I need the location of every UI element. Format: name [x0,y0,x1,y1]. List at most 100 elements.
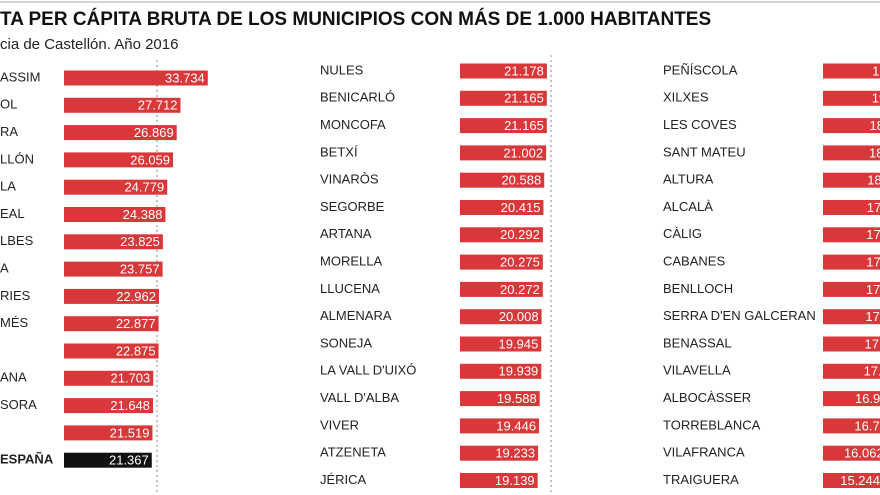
category-label: LES COVES [663,117,737,132]
value-label: 15.244 [840,473,880,488]
bar [64,343,159,359]
value-label: 20.415 [501,200,541,215]
value-label: 19.939 [499,364,539,379]
bar [460,363,542,379]
category-label: RA [0,124,18,139]
bar [460,391,540,407]
value-label: 20.588 [501,173,541,188]
bar [823,473,880,488]
bar [460,63,547,79]
value-label: 16.90 [855,391,880,406]
value-label: 22.875 [116,343,156,358]
bar [64,261,163,277]
bar [460,118,547,134]
bar [64,452,152,468]
value-label: 22.962 [116,289,156,304]
bar [64,152,174,168]
bar [823,172,880,188]
bar [823,445,880,461]
category-label: JÉRICA [320,472,367,487]
value-label: 19.139 [495,473,535,488]
bar [64,97,181,113]
category-label: NULES [320,62,364,77]
bar [64,370,154,386]
value-label: 20.272 [500,282,540,297]
value-label: 17.8 [866,255,880,270]
bar [823,118,880,134]
value-label: 21.178 [504,63,544,78]
value-label: 18.0 [867,173,880,188]
bar [460,473,538,488]
category-label: VILAFRANCA [663,445,745,460]
value-label: 16.062 [844,446,880,461]
value-label: 21.165 [504,118,544,133]
bar [64,398,154,414]
category-label: VINARÒS [320,172,379,187]
value-label: 24.779 [124,180,164,195]
bar [460,227,543,243]
bar [823,254,880,270]
bar [460,145,547,161]
bar [460,336,542,352]
category-label: SEGORBE [320,199,385,214]
value-label: 20.275 [500,255,540,270]
category-label: PEÑÍSCOLA [663,62,738,77]
value-label: 17.6 [865,309,880,324]
bar [460,309,542,325]
bar [823,309,880,325]
value-label: 17.8 [866,227,880,242]
bar [64,207,166,222]
category-label: VILAVELLA [663,363,731,378]
category-label: SONEJA [320,335,372,350]
value-label: 18.5 [869,118,880,133]
bar [460,418,540,434]
bar [460,172,545,188]
category-label: BETXÍ [320,144,358,159]
value-label: 21.648 [110,398,150,413]
bar [460,281,543,297]
category-label: ALCALÀ [663,199,713,214]
category-label: VIVER [320,417,359,432]
bar [460,254,543,270]
value-label: 26.869 [134,125,174,140]
category-label: LA VALL D'UIXÓ [320,363,416,378]
value-label: 19.0 [872,91,880,106]
bar [460,200,544,215]
value-label: 21.002 [503,145,543,160]
category-label: XILXES [663,90,709,105]
value-label: 21.165 [504,91,544,106]
value-label: 17.2 [864,364,880,379]
category-label: ANA [0,370,27,385]
bar [823,90,880,106]
value-label: 23.757 [120,262,160,277]
bar [64,125,177,141]
category-label: SERRA D'EN GALCERAN [663,308,816,323]
category-label: TRAIGUERA [663,472,739,487]
bar [460,90,547,106]
bar [64,288,159,304]
value-label: 21.519 [110,425,150,440]
value-label: 22.877 [116,316,156,331]
value-label: 16.78 [854,418,880,433]
category-label: TORREBLANCA [663,417,761,432]
chart-title: TA PER CÁPITA BRUTA DE LOS MUNICIPIOS CO… [0,8,711,30]
bar [823,227,880,243]
bar [64,425,153,441]
value-label: 20.008 [499,309,539,324]
category-label: CABANES [663,254,725,269]
category-label: LA [0,179,16,194]
value-label: 26.059 [130,152,170,167]
category-label: LLUCENA [320,281,380,296]
value-label: 18.4 [869,145,880,160]
value-label: 21.367 [109,453,149,468]
category-label: ASSIM [0,69,40,84]
category-label: OL [0,97,17,112]
value-label: 19.588 [497,391,537,406]
value-label: 19.1 [872,63,880,78]
category-label: LLÓN [0,151,34,166]
value-label: 19.233 [495,446,535,461]
category-label: SANT MATEU [663,144,746,159]
bar [823,418,880,434]
category-label: MÉS [0,315,29,330]
chart-subtitle: cia de Castellón. Año 2016 [0,36,178,53]
